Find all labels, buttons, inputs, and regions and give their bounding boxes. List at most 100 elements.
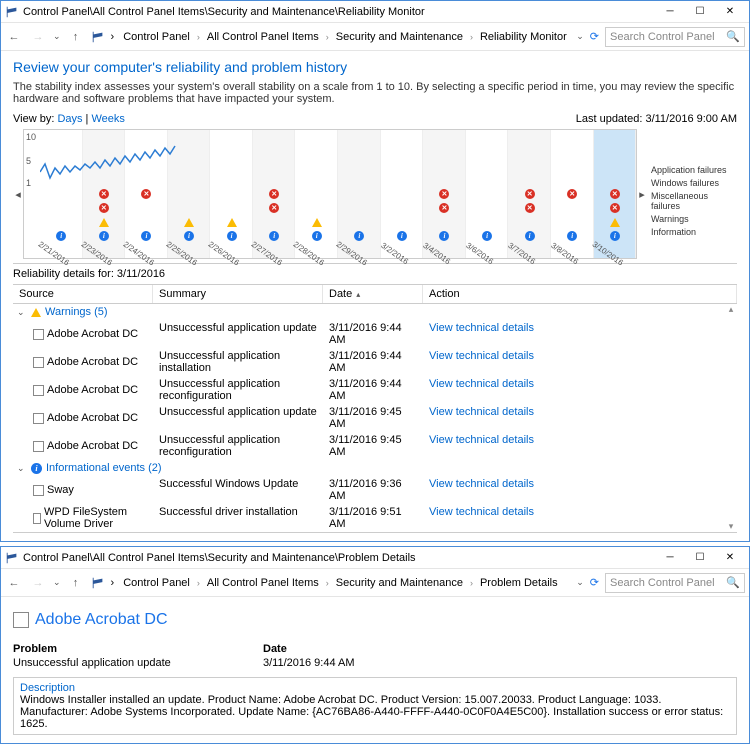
viewby-weeks-link[interactable]: Weeks xyxy=(91,113,124,125)
view-details-link[interactable]: View technical details xyxy=(429,506,534,518)
table-row[interactable]: WPD FileSystem Volume DriverSuccessful d… xyxy=(13,504,725,532)
page-title: Review your computer's reliability and p… xyxy=(13,59,737,75)
warnings-group[interactable]: ⌄ Warnings (5) xyxy=(13,304,725,320)
page-description: The stability index assesses your system… xyxy=(13,81,737,105)
warning-icon xyxy=(312,218,322,227)
flag-icon xyxy=(91,576,105,590)
description-box: Description Windows Installer installed … xyxy=(13,677,737,735)
table-row[interactable]: Adobe Acrobat DCUnsuccessful application… xyxy=(13,320,725,348)
breadcrumb-item[interactable]: Security and Maintenance xyxy=(333,575,466,591)
breadcrumb-item[interactable]: All Control Panel Items xyxy=(204,29,322,45)
table-row[interactable]: Adobe Acrobat DCUnsuccessful application… xyxy=(13,348,725,376)
close-button[interactable]: ✕ xyxy=(715,2,745,22)
table-row[interactable]: Adobe Acrobat DCUnsuccessful application… xyxy=(13,432,725,460)
table-row[interactable]: Adobe Acrobat DCUnsuccessful application… xyxy=(13,376,725,404)
breadcrumb-item[interactable]: Security and Maintenance xyxy=(333,29,466,45)
navbar: ← → ⌄ ↑ › Control Panel › All Control Pan… xyxy=(1,569,749,597)
search-placeholder: Search Control Panel xyxy=(610,577,715,589)
column-action[interactable]: Action xyxy=(423,285,737,303)
flag-icon xyxy=(91,30,105,44)
x-axis: 2/21/20162/23/20162/24/20162/25/20162/26… xyxy=(40,236,636,258)
view-details-link[interactable]: View technical details xyxy=(429,434,534,446)
search-icon: 🔍 xyxy=(726,30,740,43)
path-dropdown-icon[interactable]: ⌄ xyxy=(576,577,584,588)
chevron-right-icon: › xyxy=(197,32,200,42)
chart-area[interactable]: 10 5 1 ✕✕✕✕✕✕✕ ✕✕✕✕✕ iiiiiiiiiiiiii 2/21… xyxy=(23,129,637,259)
sort-asc-icon: ▴ xyxy=(356,290,360,299)
titlebar: Control Panel\All Control Panel Items\Se… xyxy=(1,1,749,23)
flag-icon xyxy=(5,5,19,19)
details-scrollbar[interactable]: ▴▾ xyxy=(725,304,737,532)
error-icon: ✕ xyxy=(525,203,535,213)
column-date[interactable]: Date▴ xyxy=(323,285,423,303)
app-icon xyxy=(33,441,44,452)
maximize-button[interactable]: ☐ xyxy=(685,548,715,568)
table-header: Source Summary Date▴ Action xyxy=(13,284,737,304)
reliability-monitor-window: Control Panel\All Control Panel Items\Se… xyxy=(0,0,750,542)
reliability-chart: ◂ 10 5 1 ✕✕✕✕✕✕✕ ✕✕✕✕✕ iiiiiiiiiiiiii 2/… xyxy=(13,129,737,259)
info-group[interactable]: ⌄ i Informational events (2) xyxy=(13,460,725,476)
warning-icon xyxy=(99,218,109,227)
error-icon: ✕ xyxy=(99,203,109,213)
maximize-button[interactable]: ☐ xyxy=(685,2,715,22)
chevron-right-icon: › xyxy=(326,578,329,588)
last-updated: Last updated: 3/11/2016 9:00 AM xyxy=(576,113,737,125)
chevron-right-icon: › xyxy=(326,32,329,42)
chevron-right-icon: › xyxy=(111,31,115,43)
chevron-right-icon: › xyxy=(111,577,115,589)
back-button[interactable]: ← xyxy=(5,574,23,592)
breadcrumb-item[interactable]: Problem Details xyxy=(477,575,561,591)
table-row[interactable]: SwaySuccessful Windows Update3/11/2016 9… xyxy=(13,476,725,504)
breadcrumb-item[interactable]: Control Panel xyxy=(120,575,193,591)
warnings-label: Warnings (5) xyxy=(45,306,108,318)
refresh-icon[interactable]: ⟳ xyxy=(590,576,599,589)
error-icon: ✕ xyxy=(610,203,620,213)
refresh-icon[interactable]: ⟳ xyxy=(590,30,599,43)
view-details-link[interactable]: View technical details xyxy=(429,322,534,334)
table-row[interactable]: Adobe Acrobat DCUnsuccessful application… xyxy=(13,404,725,432)
search-input[interactable]: Search Control Panel 🔍 xyxy=(605,27,745,47)
back-button[interactable]: ← xyxy=(5,28,23,46)
viewby-days-link[interactable]: Days xyxy=(57,113,82,125)
history-dropdown-icon[interactable]: ⌄ xyxy=(53,577,61,588)
error-icon: ✕ xyxy=(567,189,577,199)
search-icon: 🔍 xyxy=(726,576,740,589)
chart-scroll-right[interactable]: ▸ xyxy=(637,129,647,259)
description-label: Description xyxy=(20,682,730,694)
description-text: Windows Installer installed an update. P… xyxy=(20,694,730,730)
breadcrumb-item[interactable]: All Control Panel Items xyxy=(204,575,322,591)
navbar: ← → ⌄ ↑ › Control Panel › All Control Pan… xyxy=(1,23,749,51)
titlebar: Control Panel\All Control Panel Items\Se… xyxy=(1,547,749,569)
problem-header: Problem Date xyxy=(13,643,737,655)
app-icon xyxy=(33,485,44,496)
collapse-icon[interactable]: ⌄ xyxy=(17,307,27,318)
breadcrumb-item[interactable]: Control Panel xyxy=(120,29,193,45)
collapse-icon[interactable]: ⌄ xyxy=(17,463,27,474)
chevron-right-icon: › xyxy=(470,32,473,42)
view-details-link[interactable]: View technical details xyxy=(429,378,534,390)
window-title: Control Panel\All Control Panel Items\Se… xyxy=(23,552,655,564)
up-button[interactable]: ↑ xyxy=(67,574,85,592)
info-icon: i xyxy=(31,463,42,474)
column-source[interactable]: Source xyxy=(13,285,153,303)
history-dropdown-icon[interactable]: ⌄ xyxy=(53,31,61,42)
breadcrumb-item[interactable]: Reliability Monitor xyxy=(477,29,570,45)
minimize-button[interactable]: ─ xyxy=(655,548,685,568)
minimize-button[interactable]: ─ xyxy=(655,2,685,22)
warning-icon xyxy=(31,308,41,317)
view-details-link[interactable]: View technical details xyxy=(429,478,534,490)
problem-row: Unsuccessful application update 3/11/201… xyxy=(13,655,737,677)
search-input[interactable]: Search Control Panel 🔍 xyxy=(605,573,745,593)
forward-button[interactable]: → xyxy=(29,574,47,592)
column-summary[interactable]: Summary xyxy=(153,285,323,303)
up-button[interactable]: ↑ xyxy=(67,28,85,46)
chart-scroll-left[interactable]: ◂ xyxy=(13,129,23,259)
forward-button[interactable]: → xyxy=(29,28,47,46)
path-dropdown-icon[interactable]: ⌄ xyxy=(576,31,584,42)
app-icon xyxy=(13,612,29,628)
view-details-link[interactable]: View technical details xyxy=(429,350,534,362)
view-details-link[interactable]: View technical details xyxy=(429,406,534,418)
app-icon xyxy=(33,413,44,424)
close-button[interactable]: ✕ xyxy=(715,548,745,568)
error-icon: ✕ xyxy=(525,189,535,199)
